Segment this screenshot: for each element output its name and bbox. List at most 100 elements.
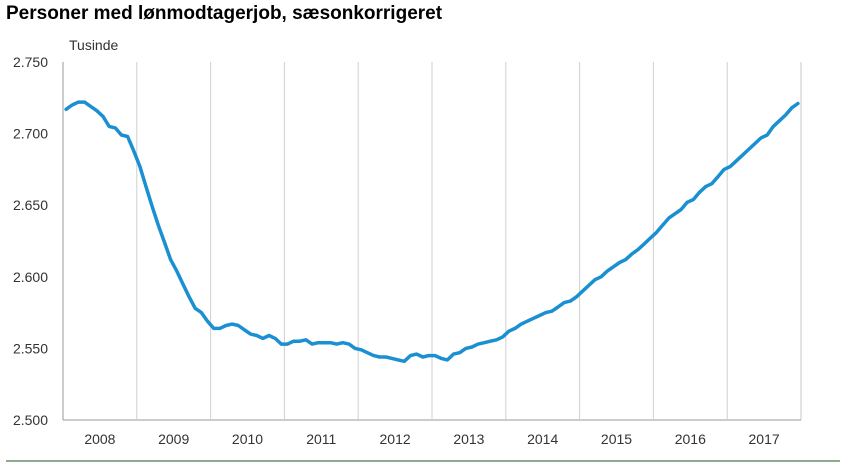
data-point bbox=[538, 314, 541, 317]
data-point bbox=[311, 343, 314, 346]
y-tick-label: 2.750 bbox=[13, 54, 48, 70]
data-point bbox=[237, 324, 240, 327]
data-point bbox=[630, 252, 633, 255]
data-point bbox=[89, 105, 92, 108]
data-point bbox=[507, 330, 510, 333]
data-point bbox=[181, 282, 184, 285]
data-point bbox=[741, 154, 744, 157]
data-point bbox=[151, 205, 154, 208]
x-tick-label: 2009 bbox=[158, 431, 189, 447]
data-point bbox=[452, 353, 455, 356]
x-tick-label: 2015 bbox=[601, 431, 632, 447]
data-point bbox=[390, 357, 393, 360]
data-point bbox=[403, 360, 406, 363]
data-point bbox=[458, 351, 461, 354]
data-point bbox=[323, 341, 326, 344]
data-point bbox=[366, 351, 369, 354]
data-point bbox=[643, 242, 646, 245]
data-point bbox=[772, 125, 775, 128]
data-point bbox=[735, 159, 738, 162]
x-tick-label: 2010 bbox=[232, 431, 263, 447]
data-point bbox=[138, 165, 141, 168]
data-point bbox=[563, 301, 566, 304]
data-point bbox=[729, 165, 732, 168]
y-tick-label: 2.600 bbox=[13, 269, 48, 285]
data-point bbox=[526, 320, 529, 323]
data-point bbox=[329, 341, 332, 344]
data-point bbox=[341, 341, 344, 344]
data-point bbox=[483, 341, 486, 344]
data-point bbox=[114, 126, 117, 129]
data-point bbox=[163, 241, 166, 244]
data-point bbox=[784, 113, 787, 116]
data-point bbox=[286, 343, 289, 346]
x-tick-label: 2017 bbox=[749, 431, 780, 447]
data-point bbox=[673, 212, 676, 215]
series-line bbox=[64, 100, 800, 364]
x-tick-label: 2013 bbox=[453, 431, 484, 447]
data-point bbox=[194, 307, 197, 310]
x-tick-label: 2008 bbox=[84, 431, 115, 447]
data-point bbox=[587, 284, 590, 287]
data-point bbox=[126, 135, 129, 138]
data-point bbox=[108, 125, 111, 128]
data-point bbox=[212, 327, 215, 330]
data-point bbox=[686, 201, 689, 204]
data-point bbox=[753, 142, 756, 145]
x-tick-label: 2016 bbox=[675, 431, 706, 447]
data-point bbox=[175, 270, 178, 273]
data-point bbox=[618, 261, 621, 264]
data-point bbox=[569, 300, 572, 303]
x-tick-label: 2011 bbox=[306, 431, 336, 447]
data-point bbox=[95, 109, 98, 112]
data-point bbox=[495, 338, 498, 341]
data-point bbox=[557, 305, 560, 308]
data-point bbox=[206, 320, 209, 323]
data-point bbox=[661, 224, 664, 227]
data-point bbox=[144, 185, 147, 188]
data-point bbox=[766, 133, 769, 136]
data-point bbox=[575, 295, 578, 298]
data-point bbox=[409, 354, 412, 357]
data-point bbox=[489, 340, 492, 343]
data-point bbox=[71, 103, 74, 106]
data-point bbox=[274, 337, 277, 340]
data-point bbox=[218, 327, 221, 330]
data-point bbox=[593, 278, 596, 281]
data-point bbox=[421, 355, 424, 358]
data-point bbox=[520, 323, 523, 326]
x-tick-label: 2014 bbox=[527, 431, 558, 447]
data-point bbox=[704, 185, 707, 188]
data-point bbox=[667, 217, 670, 220]
data-point bbox=[723, 168, 726, 171]
y-tick-label: 2.650 bbox=[13, 197, 48, 213]
data-point bbox=[692, 198, 695, 201]
data-point bbox=[292, 340, 295, 343]
data-point bbox=[249, 333, 252, 336]
data-point bbox=[477, 343, 480, 346]
data-point bbox=[636, 248, 639, 251]
data-point bbox=[335, 343, 338, 346]
data-point bbox=[200, 311, 203, 314]
data-point bbox=[267, 334, 270, 337]
data-point bbox=[759, 136, 762, 139]
data-point bbox=[169, 258, 172, 261]
data-point bbox=[298, 340, 301, 343]
data-point bbox=[132, 149, 135, 152]
y-tick-label: 2.550 bbox=[13, 340, 48, 356]
data-point bbox=[224, 324, 227, 327]
data-point bbox=[710, 182, 713, 185]
data-point bbox=[544, 311, 547, 314]
data-point bbox=[581, 290, 584, 293]
y-tick-label: 2.700 bbox=[13, 126, 48, 142]
data-point bbox=[747, 148, 750, 151]
unit-label: Tusinde bbox=[69, 37, 119, 53]
data-point bbox=[65, 108, 68, 111]
data-point bbox=[606, 270, 609, 273]
data-point bbox=[360, 348, 363, 351]
chart-title: Personer med lønmodtagerjob, sæsonkorrig… bbox=[6, 3, 443, 24]
data-point bbox=[796, 102, 799, 105]
data-point bbox=[188, 295, 191, 298]
data-point bbox=[304, 338, 307, 341]
data-point bbox=[513, 327, 516, 330]
